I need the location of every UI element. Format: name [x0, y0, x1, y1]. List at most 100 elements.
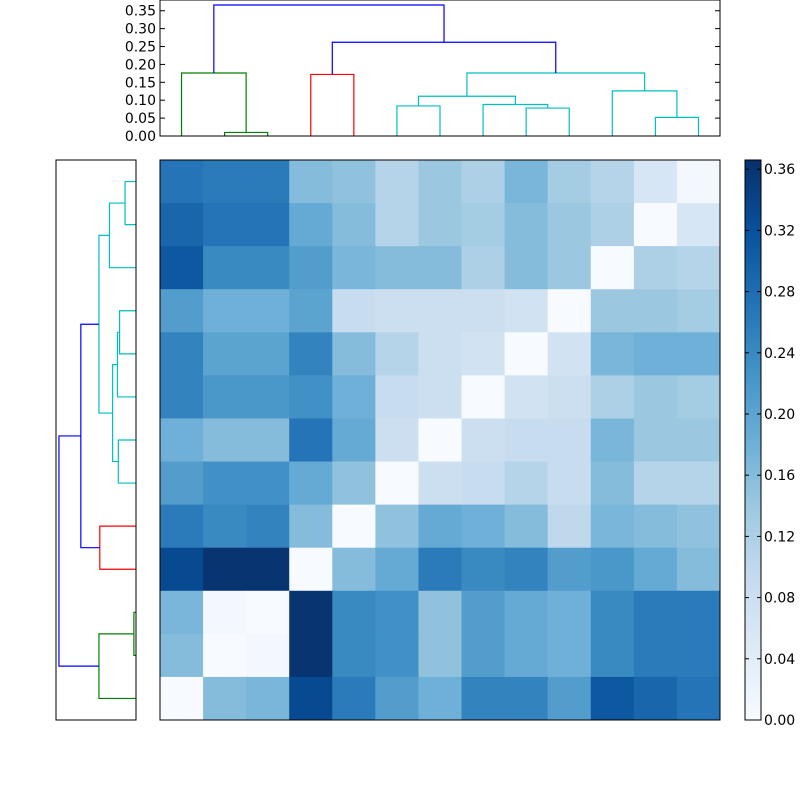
heatmap-cell — [246, 547, 290, 592]
heatmap-cell — [375, 676, 419, 721]
heatmap-cell — [246, 160, 290, 204]
heatmap-cell — [160, 375, 204, 419]
heatmap-cell — [590, 418, 635, 463]
left-dendrogram-link-9 — [98, 234, 113, 414]
left-dendrogram-link-6 — [112, 364, 119, 463]
heatmap-cell — [504, 332, 549, 376]
heatmap-cell — [633, 203, 678, 247]
heatmap-cell — [375, 418, 419, 463]
left-dendrogram-link-2 — [99, 525, 136, 570]
heatmap-cell — [418, 633, 463, 678]
heatmap-cell — [203, 590, 247, 635]
colorbar-tick-label: 0.20 — [764, 407, 795, 423]
heatmap-cell — [203, 676, 247, 721]
left-dendrogram-link-11 — [58, 435, 99, 667]
heatmap-cell — [246, 633, 290, 678]
heatmap-cell — [590, 547, 635, 592]
heatmap-cell — [547, 504, 592, 549]
heatmap-cell — [590, 676, 635, 721]
heatmap-cell — [203, 633, 247, 678]
heatmap-cell — [418, 375, 463, 419]
heatmap-cell — [418, 332, 463, 376]
heatmap-cell — [461, 633, 506, 678]
heatmap-cell — [160, 633, 204, 678]
heatmap-cell — [160, 461, 204, 506]
heatmap-cell — [332, 676, 376, 721]
heatmap-cell — [547, 246, 592, 290]
heatmap-cell — [633, 547, 678, 592]
heatmap-cell — [676, 375, 721, 419]
left-dendrogram-link-8 — [108, 202, 136, 269]
heatmap-cell — [547, 633, 592, 678]
heatmap-cell — [375, 203, 419, 247]
heatmap-cell — [332, 246, 376, 290]
top-dendrogram-link-7 — [654, 116, 700, 136]
heatmap-cell — [160, 590, 204, 635]
heatmap-cell — [676, 504, 721, 549]
heatmap-cell — [289, 676, 333, 721]
colorbar-tick-label: 0.24 — [764, 346, 795, 362]
heatmap-cell — [676, 547, 721, 592]
heatmap-cell — [633, 461, 678, 506]
heatmap-cell — [461, 676, 506, 721]
heatmap-cell — [246, 203, 290, 247]
heatmap-cell — [461, 203, 506, 247]
top-ytick-label: 0.35 — [125, 4, 156, 20]
heatmap-cell — [375, 246, 419, 290]
left-dendrogram-panel — [55, 159, 137, 721]
heatmap-cell — [461, 547, 506, 592]
heatmap-cell — [504, 246, 549, 290]
heatmap-frame — [159, 159, 721, 721]
heatmap-cell — [418, 160, 463, 204]
heatmap-cell — [246, 461, 290, 506]
heatmap-cell — [461, 418, 506, 463]
heatmap-cell — [375, 289, 419, 333]
colorbar-frame — [744, 159, 762, 721]
heatmap-cell — [418, 461, 463, 506]
heatmap-cell — [676, 332, 721, 376]
heatmap-cell — [461, 332, 506, 376]
top-dendrogram-link-0 — [224, 131, 269, 136]
colorbar-gradient — [745, 160, 761, 720]
heatmap-cell — [289, 547, 333, 592]
heatmap-cell — [547, 203, 592, 247]
heatmap-cell — [547, 590, 592, 635]
heatmap-cell — [289, 633, 333, 678]
heatmap-cell — [461, 375, 506, 419]
heatmap-cell — [461, 590, 506, 635]
heatmap-cell — [504, 633, 549, 678]
left-dendrogram-link-1 — [98, 633, 136, 700]
heatmap-cell — [375, 160, 419, 204]
heatmap-cell — [418, 246, 463, 290]
heatmap-cell — [332, 504, 376, 549]
top-ytick-label: 0.30 — [125, 22, 156, 38]
heatmap-cell — [289, 289, 333, 333]
heatmap-cell — [590, 504, 635, 549]
colorbar-tick-label: 0.00 — [764, 713, 795, 729]
heatmap-cell — [160, 203, 204, 247]
heatmap-cell — [203, 160, 247, 204]
top-dendrogram-frame — [159, 0, 721, 137]
heatmap-cell — [547, 547, 592, 592]
heatmap-cell — [160, 332, 204, 376]
heatmap-cells — [160, 160, 721, 721]
heatmap-cell — [504, 418, 549, 463]
top-ytick-label: 0.10 — [125, 93, 156, 109]
heatmap-cell — [246, 246, 290, 290]
heatmap-cell — [547, 289, 592, 333]
heatmap-cell — [375, 332, 419, 376]
heatmap-cell — [203, 332, 247, 376]
heatmap-cell — [375, 375, 419, 419]
heatmap-cell — [332, 289, 376, 333]
heatmap-cell — [160, 246, 204, 290]
heatmap-cell — [504, 547, 549, 592]
heatmap-cell — [461, 504, 506, 549]
heatmap-cell — [590, 203, 635, 247]
heatmap-cell — [246, 676, 290, 721]
top-dendrogram-link-6 — [417, 95, 516, 106]
heatmap-cell — [203, 547, 247, 592]
heatmap-cell — [289, 246, 333, 290]
heatmap-cell — [504, 160, 549, 204]
heatmap-cell — [332, 418, 376, 463]
